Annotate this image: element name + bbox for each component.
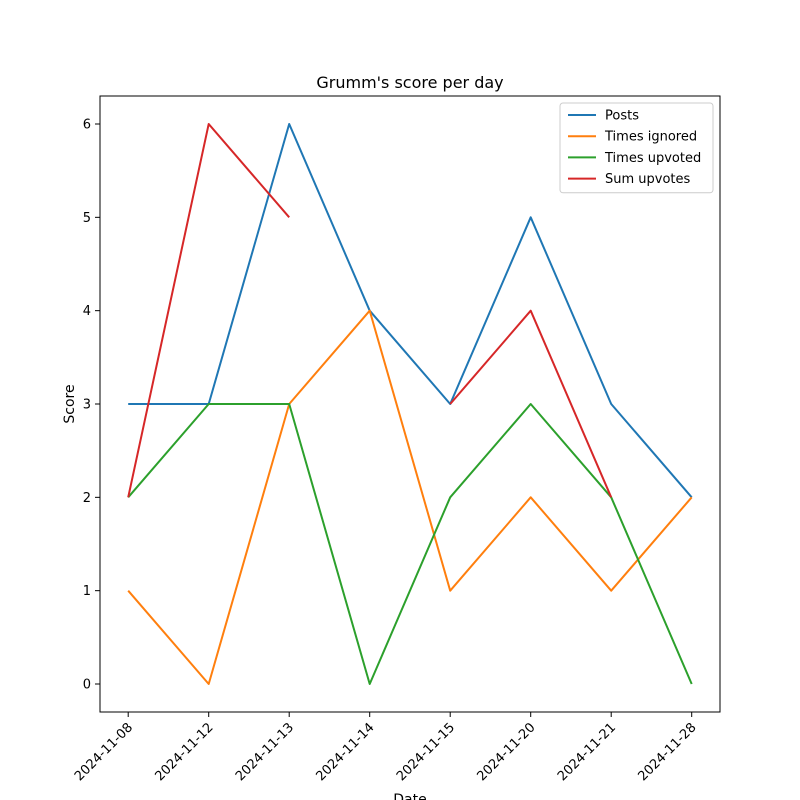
y-tick-label: 6 <box>83 118 91 133</box>
legend-label-sum-upvotes: Sum upvotes <box>605 172 691 187</box>
legend: Posts Times ignored Times upvoted Sum upvot… <box>559 102 714 194</box>
y-tick-label: 1 <box>83 584 91 599</box>
legend-label-times-ignored: Times ignored <box>604 130 697 145</box>
legend-label-times-upvoted: Times upvoted <box>604 151 701 166</box>
series-line-sum-upvotes <box>127 123 613 498</box>
legend-box <box>559 102 714 194</box>
x-tick-label: 2024-11-13 <box>233 720 297 784</box>
series-line-times-ignored <box>127 309 693 685</box>
y-tick-label: 4 <box>83 304 91 319</box>
y-axis-label: Score <box>62 384 78 423</box>
x-tick-label: 2024-11-12 <box>152 720 216 784</box>
y-tick-label: 5 <box>83 211 91 226</box>
y-tick-label: 3 <box>83 398 91 413</box>
x-axis: 2024-11-08 2024-11-12 2024-11-13 2024-11-14… <box>72 712 700 784</box>
x-tick-label: 2024-11-28 <box>635 720 699 784</box>
chart-title: Grumm's score per day <box>316 73 503 92</box>
series-layer <box>127 123 693 685</box>
legend-label-posts: Posts <box>605 109 639 124</box>
x-tick-label: 2024-11-15 <box>394 720 458 784</box>
series-line-posts <box>128 123 693 498</box>
y-tick-label: 2 <box>83 491 91 506</box>
series-line-times-upvoted <box>127 403 693 685</box>
x-tick-label: 2024-11-14 <box>313 720 377 784</box>
y-tick-label: 0 <box>83 678 91 693</box>
y-axis: 0 1 2 3 4 5 6 <box>83 118 100 693</box>
x-tick-label: 2024-11-20 <box>474 720 538 784</box>
x-axis-label: Date <box>393 792 426 800</box>
x-tick-label: 2024-11-21 <box>555 720 619 784</box>
x-tick-label: 2024-11-08 <box>72 720 136 784</box>
